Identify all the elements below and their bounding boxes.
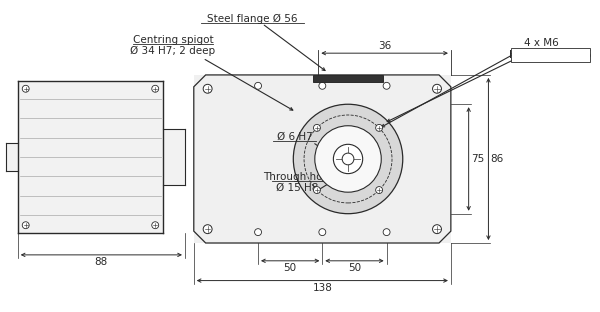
Bar bbox=[194, 75, 451, 243]
Circle shape bbox=[203, 225, 212, 234]
Circle shape bbox=[376, 124, 383, 131]
Bar bbox=[6, 143, 18, 171]
Text: 50: 50 bbox=[284, 263, 297, 273]
FancyBboxPatch shape bbox=[511, 48, 590, 62]
Circle shape bbox=[254, 82, 262, 89]
Circle shape bbox=[22, 222, 29, 229]
Bar bbox=[163, 129, 185, 185]
Circle shape bbox=[293, 104, 403, 214]
Bar bbox=[313, 75, 383, 82]
Circle shape bbox=[383, 229, 390, 236]
Circle shape bbox=[203, 84, 212, 93]
Text: 50: 50 bbox=[348, 263, 361, 273]
Circle shape bbox=[319, 82, 326, 89]
Text: 138: 138 bbox=[313, 282, 332, 293]
Text: Ø 34 H7; 2 deep: Ø 34 H7; 2 deep bbox=[130, 46, 215, 56]
Circle shape bbox=[254, 229, 262, 236]
Circle shape bbox=[376, 187, 383, 193]
Circle shape bbox=[433, 225, 442, 234]
Circle shape bbox=[315, 126, 381, 192]
Polygon shape bbox=[194, 75, 451, 243]
Text: Centring spigot: Centring spigot bbox=[133, 35, 214, 45]
Circle shape bbox=[319, 229, 326, 236]
Circle shape bbox=[334, 144, 362, 173]
Text: Hole circle Ø 45: Hole circle Ø 45 bbox=[509, 50, 592, 60]
Circle shape bbox=[313, 187, 320, 193]
Circle shape bbox=[313, 124, 320, 131]
Circle shape bbox=[383, 82, 390, 89]
Circle shape bbox=[152, 222, 158, 229]
Text: Through hole: Through hole bbox=[263, 172, 332, 182]
Text: 4 x M6: 4 x M6 bbox=[524, 38, 559, 48]
Text: Steel flange Ø 56: Steel flange Ø 56 bbox=[207, 13, 298, 24]
Circle shape bbox=[22, 85, 29, 92]
Circle shape bbox=[433, 84, 442, 93]
Text: 36: 36 bbox=[378, 41, 391, 51]
Text: Ø 15 H8: Ø 15 H8 bbox=[277, 183, 319, 193]
Text: 86: 86 bbox=[491, 154, 504, 164]
Circle shape bbox=[152, 85, 158, 92]
Text: Ø 6 H7: Ø 6 H7 bbox=[277, 132, 313, 142]
Text: 88: 88 bbox=[95, 257, 108, 267]
Bar bbox=[18, 81, 163, 233]
Text: 75: 75 bbox=[471, 154, 484, 164]
Circle shape bbox=[342, 153, 354, 165]
